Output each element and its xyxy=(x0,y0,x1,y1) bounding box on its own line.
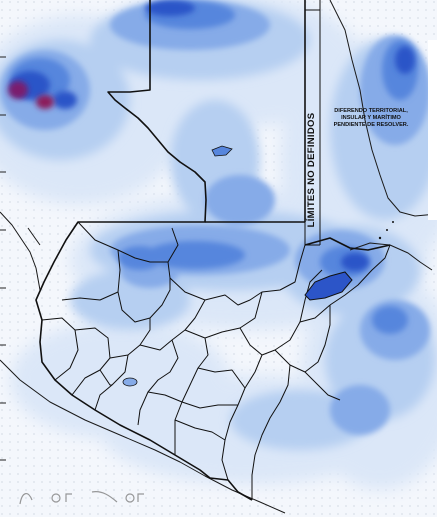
dispute-line-3: PENDIENTE DE RESOLVER. xyxy=(333,122,409,129)
lake-izabal xyxy=(304,271,353,301)
watermark-logo xyxy=(19,491,144,505)
latitude-ticks xyxy=(0,56,6,461)
cays xyxy=(378,221,394,240)
lake-atitlan xyxy=(122,377,138,387)
precip-max-layer xyxy=(8,81,54,109)
corner-blank xyxy=(428,40,437,220)
dispute-line-2: INSULAR Y MARÍTIMO xyxy=(341,115,401,122)
territorial-dispute-note: DIFERENDO TERRITORIAL, INSULAR Y MARÍTIM… xyxy=(332,108,410,130)
department-borders xyxy=(41,221,391,500)
dispute-line-1: DIFERENDO TERRITORIAL, xyxy=(334,108,408,114)
lake-peten-itza xyxy=(211,145,233,157)
undefined-boundary xyxy=(304,0,321,246)
